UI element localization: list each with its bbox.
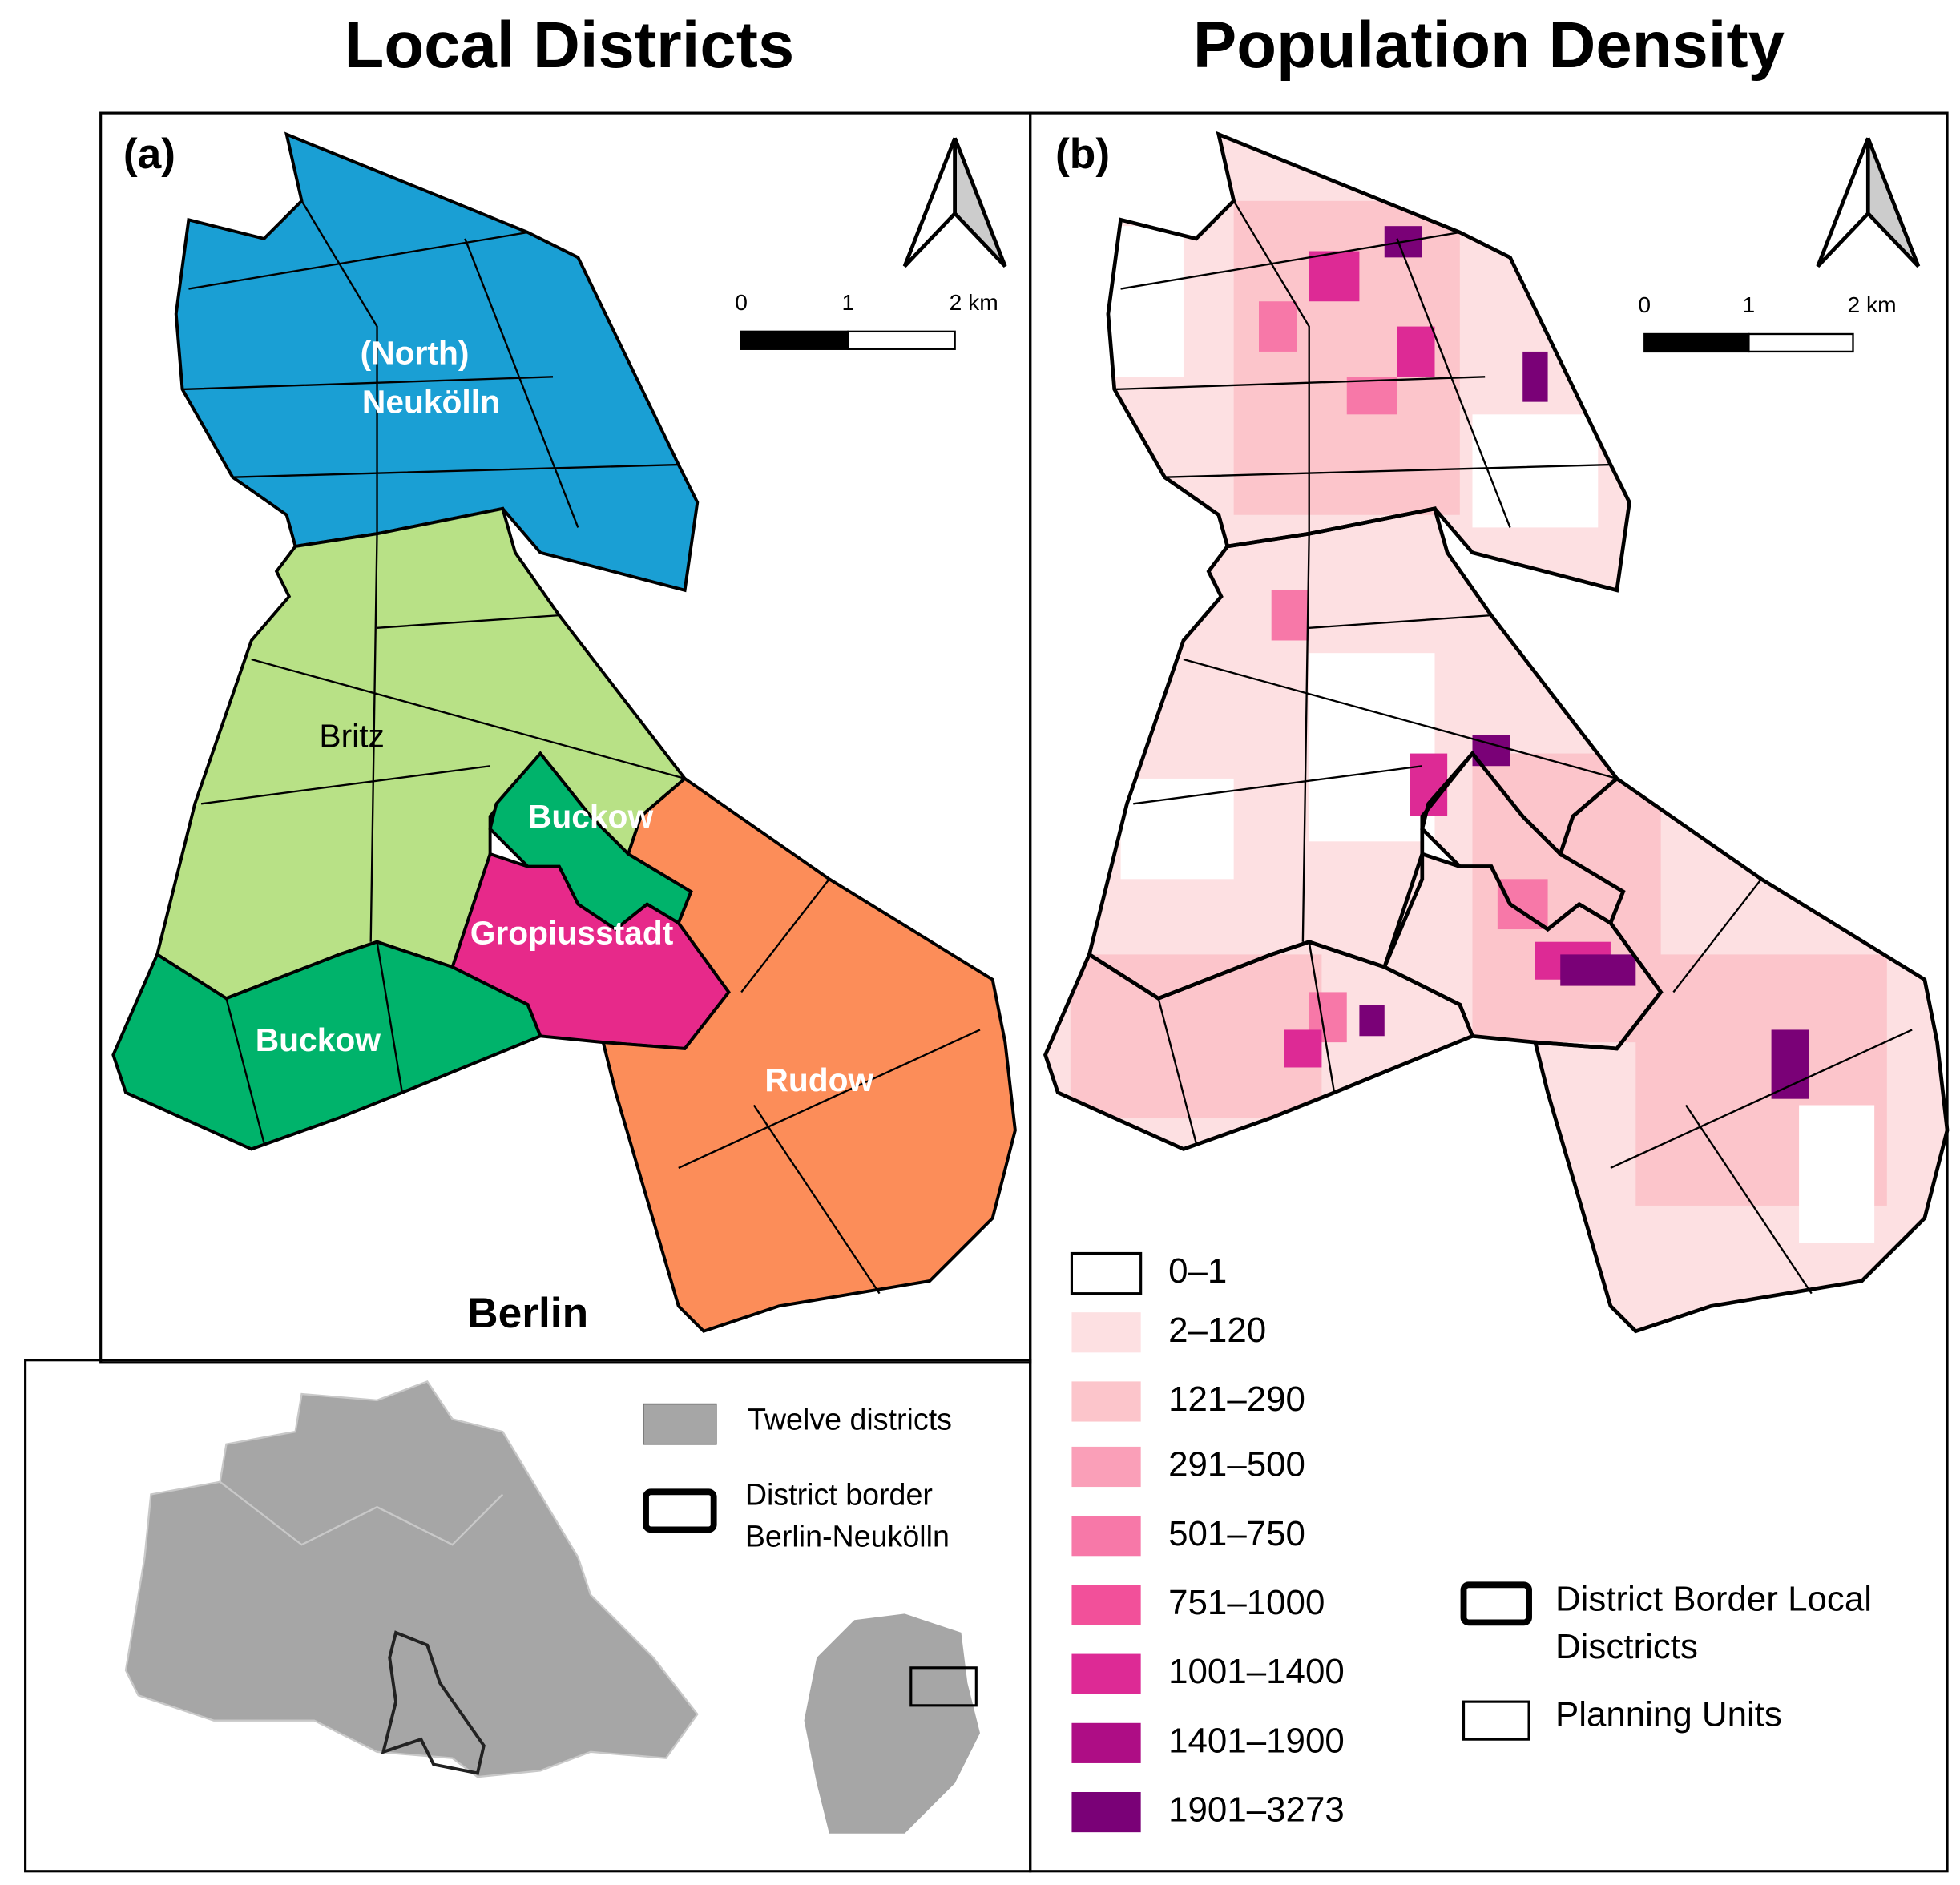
legend-swatch [1071,1585,1141,1625]
legend-swatch [643,1403,717,1445]
district-label: Neukölln [362,384,500,421]
legend-label: 291–500 [1168,1445,1305,1484]
scale-bar [740,330,1854,353]
district-label: Buckow [528,798,654,835]
legend-swatch [1462,1700,1530,1741]
density-map [1033,126,1960,1356]
panel-label: (b) [1055,131,1110,178]
scale-label: 0 [1638,292,1651,317]
inset-borders [219,1480,504,1546]
legend-label: 1901–3273 [1168,1790,1345,1830]
panel-label: (a) [123,131,175,178]
legend-label: 1001–1400 [1168,1652,1345,1691]
north-arrow [902,137,1921,268]
scale-label: 0 [735,289,748,315]
district-label: Gropiusstadt [470,915,674,952]
legend-label: Disctricts [1555,1627,1698,1666]
legend-swatch [643,1488,717,1533]
scale-label: 2 km [950,289,998,315]
panel-frame [1029,111,1949,1873]
scale-label: 1 [842,289,855,315]
district-label: Rudow [764,1061,873,1098]
legend-swatch [1460,1581,1532,1626]
germany-map [804,1613,980,1834]
legend-swatch [1071,1653,1141,1694]
district-label: Buckow [256,1021,381,1058]
scale-label: 2 km [1847,292,1896,317]
district-label: Britz [319,718,385,755]
legend-swatch [1071,1722,1141,1763]
city-label: Berlin [467,1290,588,1337]
legend-label: 2–120 [1168,1311,1266,1350]
legend-label: District border [745,1478,933,1512]
district-label: (North) [361,334,470,371]
locator-box [909,1666,978,1707]
legend-label: 751–1000 [1168,1583,1325,1622]
legend-swatch [1070,1251,1143,1295]
legend-swatch [1071,1446,1141,1488]
legend-label: Planning Units [1555,1695,1782,1734]
legend-label: Berlin-Neukölln [745,1519,950,1553]
inset-frame [24,1359,1032,1873]
panel-title: Local Districts [345,9,795,82]
legend-swatch [1071,1381,1141,1422]
legend-swatch [1071,1516,1141,1557]
legend-label: 121–290 [1168,1380,1305,1419]
legend-swatch [1071,1312,1141,1353]
legend-label: District Border Local [1555,1579,1872,1618]
legend-label: 501–750 [1168,1514,1305,1553]
berlin-map [124,1380,699,1778]
scale-label: 1 [1743,292,1756,317]
legend-swatch [1071,1791,1141,1833]
legend-label: Twelve districts [748,1402,952,1436]
legend-label: 1401–1900 [1168,1721,1345,1760]
district-map [111,132,1017,1333]
panel-title: Population Density [1193,9,1785,82]
neukoelln-outline [381,1630,486,1775]
legend-label: 0–1 [1168,1251,1227,1291]
